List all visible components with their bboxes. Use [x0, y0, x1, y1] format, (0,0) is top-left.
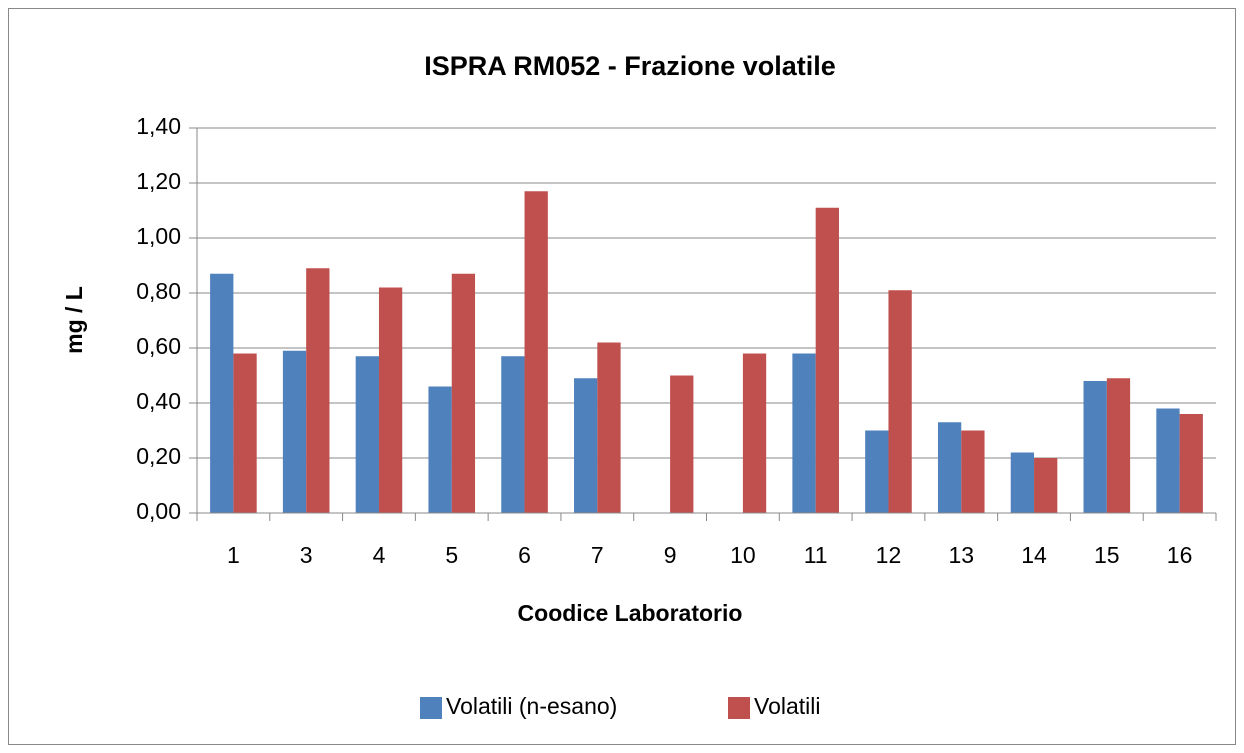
bar — [815, 207, 839, 513]
x-tick-label: 10 — [730, 542, 756, 568]
x-tick-label: 7 — [591, 542, 604, 568]
bar — [428, 386, 452, 513]
x-tick-label: 15 — [1094, 542, 1120, 568]
y-tick-label: 0,60 — [136, 333, 181, 359]
chart-title: ISPRA RM052 - Frazione volatile — [424, 51, 836, 81]
x-tick-label: 1 — [227, 542, 240, 568]
bar — [1034, 458, 1058, 513]
bar — [792, 353, 816, 513]
x-tick-label: 13 — [948, 542, 974, 568]
y-tick-label: 1,00 — [136, 223, 181, 249]
bar — [355, 356, 379, 513]
bar — [1010, 452, 1035, 513]
bar — [961, 430, 985, 513]
bar — [888, 290, 912, 513]
x-tick-label: 9 — [664, 542, 677, 568]
y-tick-label: 0,20 — [136, 443, 181, 469]
bar — [1156, 408, 1180, 513]
x-tick-label: 6 — [518, 542, 531, 568]
bar — [1179, 414, 1203, 513]
bar — [524, 191, 548, 513]
x-tick-label: 4 — [373, 542, 386, 568]
x-tick-label: 12 — [876, 542, 902, 568]
y-tick-label: 1,40 — [136, 113, 181, 139]
x-axis-label: Coodice Laboratorio — [518, 600, 743, 626]
bar — [378, 287, 403, 513]
bar — [574, 378, 598, 513]
x-tick-label: 14 — [1021, 542, 1047, 568]
y-tick-label: 0,00 — [136, 498, 181, 524]
bar — [306, 268, 330, 513]
bar — [501, 356, 525, 513]
bar — [597, 342, 621, 513]
y-tick-label: 0,80 — [136, 278, 181, 304]
bar — [451, 273, 476, 513]
bar — [937, 422, 962, 513]
bar — [210, 273, 234, 513]
bar — [233, 353, 257, 513]
legend-label: Volatili — [754, 693, 820, 719]
x-tick-label: 16 — [1167, 542, 1193, 568]
x-tick-label: 3 — [300, 542, 313, 568]
bar — [1083, 381, 1107, 513]
y-tick-label: 0,40 — [136, 388, 181, 414]
bar — [865, 430, 889, 513]
legend-label: Volatili (n-esano) — [446, 693, 617, 719]
legend-swatch — [420, 697, 442, 719]
legend-swatch — [728, 697, 750, 719]
x-tick-label: 5 — [445, 542, 458, 568]
y-axis-label: mg / L — [61, 286, 87, 354]
bar — [1106, 378, 1131, 513]
bar — [742, 353, 767, 513]
bar — [670, 375, 694, 513]
y-tick-label: 1,20 — [136, 168, 181, 194]
bar — [282, 350, 307, 513]
chart-border — [8, 8, 1236, 745]
x-tick-label: 11 — [804, 542, 828, 568]
